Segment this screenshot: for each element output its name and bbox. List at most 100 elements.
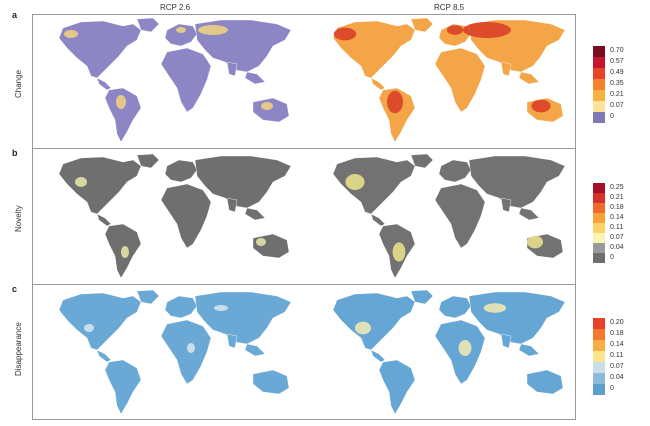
legend-tick-label: 0.70	[610, 47, 624, 54]
continent-southeast-asia	[244, 343, 266, 357]
legend-swatch	[593, 384, 605, 395]
legend-swatch	[593, 57, 605, 68]
panel-letter-b: b	[12, 148, 18, 158]
legend-tick-label: 0.35	[610, 80, 624, 87]
continent-australia	[252, 369, 290, 395]
highlight-region-0	[64, 30, 78, 38]
world-map-change-rcp85	[332, 17, 566, 143]
legend-swatch	[593, 79, 605, 90]
continent-india	[500, 61, 512, 77]
continent-north-america	[58, 292, 142, 351]
continent-africa	[434, 183, 486, 249]
legend-swatch	[593, 243, 605, 253]
highlight-region-1	[447, 25, 463, 35]
continent-africa	[160, 183, 212, 249]
legend-swatch	[593, 112, 605, 123]
legend-swatch	[593, 46, 605, 57]
legend-swatch	[593, 193, 605, 203]
continent-europe	[438, 23, 472, 47]
legend-swatch	[593, 233, 605, 243]
continent-india	[226, 197, 238, 213]
continent-south-america	[104, 359, 142, 415]
figure-frame	[32, 14, 576, 420]
legend-tick-label: 0.18	[610, 330, 624, 337]
continent-australia	[252, 233, 290, 259]
continent-southeast-asia	[518, 343, 540, 357]
highlight-region-3	[198, 25, 228, 35]
legend-colorbar	[593, 46, 605, 123]
continent-india	[226, 61, 238, 77]
continent-central-america	[370, 77, 386, 91]
world-map-novelty-rcp85	[332, 153, 566, 279]
legend-swatch	[593, 183, 605, 193]
legend-tick-label: 0.21	[610, 91, 624, 98]
highlight-region-2	[527, 235, 543, 249]
panel-letter-c: c	[12, 284, 18, 294]
continent-north-america	[332, 292, 416, 351]
legend-tick-label: 0.07	[610, 102, 624, 109]
legend-tick-label: 0.04	[610, 374, 624, 381]
continent-greenland	[136, 153, 160, 169]
continent-north-america	[332, 156, 416, 215]
world-map-disappearance-rcp26	[58, 289, 292, 415]
highlight-region-0	[333, 27, 357, 41]
column-title-rcp26: RCP 2.6	[160, 3, 191, 12]
continent-south-america	[378, 359, 416, 415]
panel-divider-bc	[32, 284, 576, 285]
continent-greenland	[136, 289, 160, 305]
legend-tick-label: 0.04	[610, 244, 624, 251]
highlight-region-1	[176, 27, 186, 33]
continent-europe	[438, 159, 472, 183]
highlight-region-0	[345, 174, 365, 190]
world-map-novelty-rcp26	[58, 153, 292, 279]
continent-north-america	[58, 156, 142, 215]
legend-colorbar	[593, 318, 605, 395]
continent-central-america	[96, 77, 112, 91]
world-map-disappearance-rcp85	[332, 289, 566, 415]
highlight-region-2	[387, 90, 403, 114]
highlight-region-0	[75, 177, 87, 187]
legend-tick-label: 0.11	[610, 352, 624, 359]
highlight-region-1	[187, 343, 195, 353]
continent-africa	[160, 319, 212, 385]
legend-tick-label: 0.07	[610, 363, 624, 370]
highlight-region-3	[463, 22, 511, 38]
continent-greenland	[410, 17, 434, 33]
legend-tick-label: 0.49	[610, 69, 624, 76]
continent-europe	[164, 23, 198, 47]
legend-swatch	[593, 362, 605, 373]
legend-swatch	[593, 340, 605, 351]
continent-africa	[434, 47, 486, 113]
legend-swatch	[593, 329, 605, 340]
highlight-region-2	[214, 305, 228, 311]
highlight-region-2	[256, 238, 266, 246]
continent-southeast-asia	[244, 207, 266, 221]
continent-europe	[438, 295, 472, 319]
panel-divider-ab	[32, 148, 576, 149]
continent-southeast-asia	[244, 71, 266, 85]
row-label-change: Change	[14, 69, 23, 98]
continent-central-america	[96, 213, 112, 227]
continent-asia	[194, 155, 292, 209]
legend-tick-label: 0.14	[610, 214, 624, 221]
continent-africa	[160, 47, 212, 113]
highlight-region-1	[121, 246, 129, 258]
legend-swatch	[593, 223, 605, 233]
legend-swatch	[593, 253, 605, 263]
row-label-disappearance: Disappearance	[14, 322, 23, 376]
continent-greenland	[410, 153, 434, 169]
continent-asia	[194, 291, 292, 345]
continent-india	[500, 197, 512, 213]
legend-tick-label: 0.25	[610, 184, 624, 191]
continent-central-america	[370, 349, 386, 363]
legend-swatch	[593, 203, 605, 213]
continent-southeast-asia	[518, 207, 540, 221]
legend-swatch	[593, 213, 605, 223]
continent-central-america	[96, 349, 112, 363]
highlight-region-0	[355, 321, 371, 335]
panel-letter-a: a	[12, 10, 18, 20]
highlight-region-0	[84, 324, 94, 332]
continent-southeast-asia	[518, 71, 540, 85]
legend-swatch	[593, 318, 605, 329]
continent-australia	[526, 369, 564, 395]
